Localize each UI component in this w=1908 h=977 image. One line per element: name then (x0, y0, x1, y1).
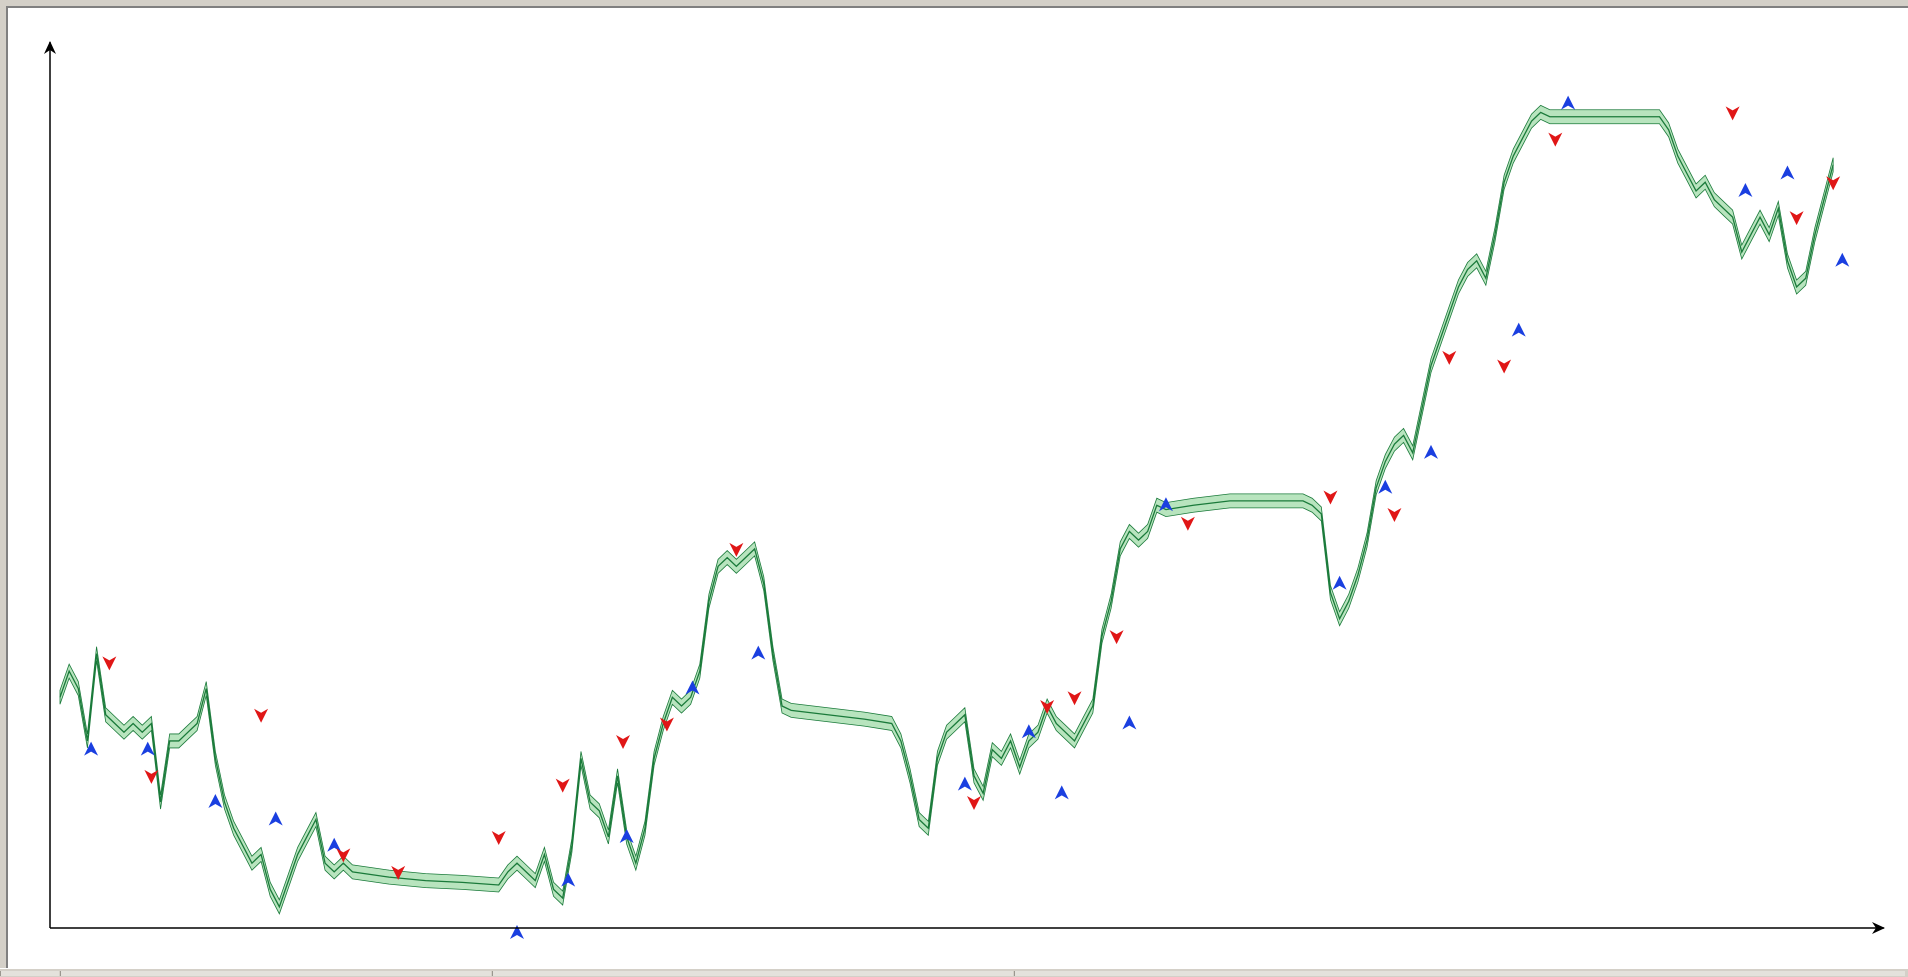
sell-signal-marker (616, 734, 631, 749)
sell-signal-marker (102, 656, 117, 671)
chart-panel (6, 6, 1908, 968)
sell-signal-marker (729, 542, 744, 557)
price-series-line (59, 111, 1834, 909)
sell-signal-marker (1067, 691, 1082, 706)
buy-signal-marker (1738, 182, 1753, 197)
buy-signal-marker (957, 776, 972, 791)
sell-signal-marker (1789, 211, 1804, 226)
status-segment (1014, 971, 1905, 976)
sell-signal-marker (1180, 516, 1195, 531)
status-segment (492, 971, 1013, 976)
sell-signal-marker (1387, 507, 1402, 522)
buy-signal-marker (561, 872, 576, 887)
price-chart (44, 41, 1885, 939)
price-band (59, 104, 1834, 915)
sell-signal-marker (144, 769, 159, 784)
buy-signal-marker (1511, 322, 1526, 337)
buy-signal-marker (1021, 724, 1036, 739)
buy-signal-marker (510, 925, 524, 939)
sell-signal-marker (1040, 700, 1055, 715)
band-area (59, 104, 1834, 915)
buy-signal-marker (1561, 95, 1576, 110)
buy-signal-marker (1780, 165, 1795, 180)
buy-signal-marker (140, 741, 155, 756)
buy-signal-marker (327, 837, 342, 852)
sell-signal-marker (555, 778, 570, 793)
sell-signal-marker (659, 717, 674, 732)
status-bar (0, 968, 1908, 977)
sell-signal-marker (1497, 359, 1512, 374)
sell-signal-marker (1826, 176, 1841, 191)
buy-signal-marker (84, 741, 99, 756)
status-segment (0, 971, 59, 976)
buy-signal-marker (1378, 479, 1393, 494)
signal-markers (84, 95, 1850, 939)
buy-signal-marker (1332, 575, 1347, 590)
sell-signal-marker (1725, 106, 1740, 121)
sell-signal-marker (391, 865, 406, 880)
buy-signal-marker (1158, 497, 1173, 512)
status-segment (60, 971, 491, 976)
sell-signal-marker (336, 848, 351, 863)
buy-signal-marker (751, 645, 766, 660)
price-line (59, 111, 1834, 909)
buy-signal-marker (685, 680, 700, 695)
buy-signal-marker (1122, 715, 1137, 730)
sell-signal-marker (1548, 132, 1563, 147)
buy-signal-marker (1424, 444, 1438, 459)
sell-signal-marker (254, 708, 269, 723)
buy-signal-marker (619, 828, 634, 843)
sell-signal-marker (1323, 490, 1338, 505)
buy-signal-marker (268, 811, 283, 826)
sell-signal-marker (1442, 350, 1457, 365)
buy-signal-marker (1054, 785, 1069, 800)
sell-signal-marker (967, 796, 981, 811)
buy-signal-marker (208, 794, 223, 809)
sell-signal-marker (491, 830, 506, 845)
buy-signal-marker (1835, 252, 1850, 267)
sell-signal-marker (1109, 630, 1124, 645)
